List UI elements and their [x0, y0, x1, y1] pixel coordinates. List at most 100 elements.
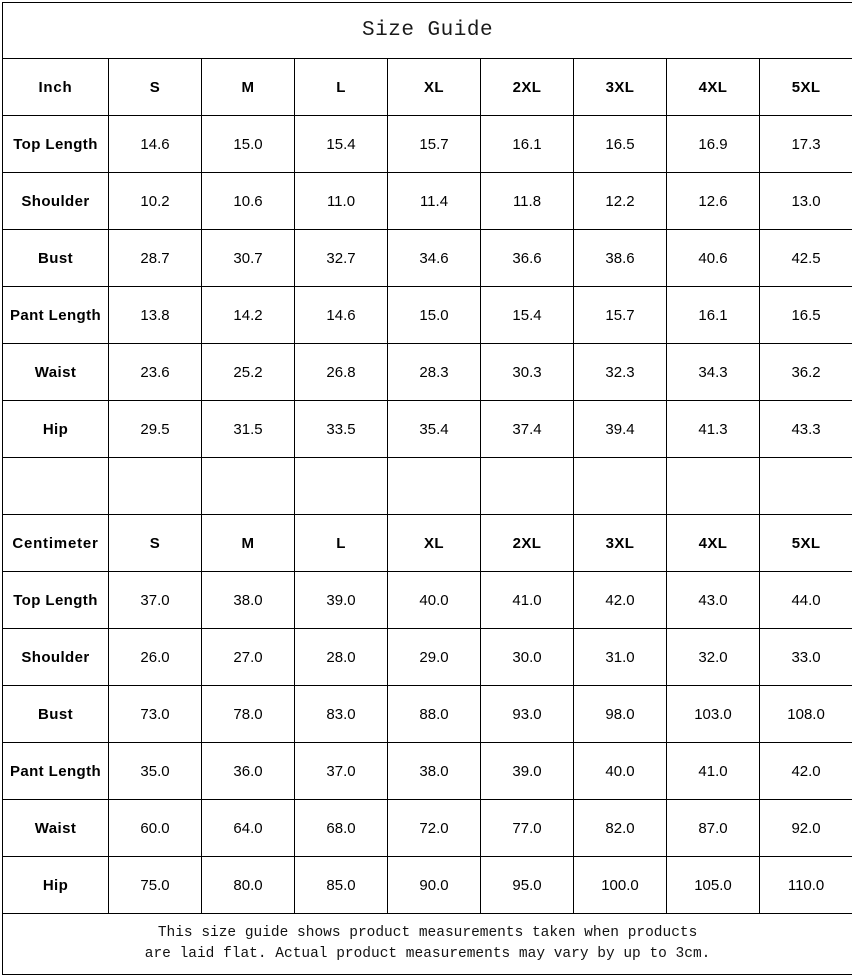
- measurement-value: 41.3: [667, 401, 760, 458]
- measurement-value: 34.6: [388, 230, 481, 287]
- measurement-value: 77.0: [481, 800, 574, 857]
- measurement-label: Hip: [3, 857, 109, 914]
- measurement-value: 103.0: [667, 686, 760, 743]
- measurement-value: 100.0: [574, 857, 667, 914]
- measurement-value: 34.3: [667, 344, 760, 401]
- title-row: Size Guide: [3, 3, 852, 59]
- size-guide-body: Size Guide: [3, 3, 852, 59]
- page-title: Size Guide: [3, 3, 852, 59]
- measurement-value: 17.3: [760, 116, 852, 173]
- measurement-value: 29.5: [109, 401, 202, 458]
- measurement-value: 38.6: [574, 230, 667, 287]
- size-column-header: 3XL: [574, 59, 667, 116]
- measurement-value: 36.6: [481, 230, 574, 287]
- measurement-value: 98.0: [574, 686, 667, 743]
- measurement-value: 25.2: [202, 344, 295, 401]
- measurement-value: 15.4: [295, 116, 388, 173]
- measurement-label: Pant Length: [3, 743, 109, 800]
- measurement-value: 38.0: [388, 743, 481, 800]
- spacer-cell: [667, 458, 760, 515]
- measurement-value: 41.0: [667, 743, 760, 800]
- measurement-value: 39.4: [574, 401, 667, 458]
- measurement-value: 15.4: [481, 287, 574, 344]
- measurement-label: Waist: [3, 344, 109, 401]
- measurement-value: 37.4: [481, 401, 574, 458]
- measurement-value: 83.0: [295, 686, 388, 743]
- measurement-value: 39.0: [295, 572, 388, 629]
- size-guide-note: This size guide shows product measuremen…: [3, 914, 852, 975]
- measurement-value: 26.8: [295, 344, 388, 401]
- measurement-value: 42.0: [760, 743, 852, 800]
- measurement-value: 108.0: [760, 686, 852, 743]
- measurement-label: Top Length: [3, 116, 109, 173]
- measurement-value: 42.5: [760, 230, 852, 287]
- measurement-value: 85.0: [295, 857, 388, 914]
- measurement-value: 43.3: [760, 401, 852, 458]
- size-column-header: S: [109, 515, 202, 572]
- measurement-value: 78.0: [202, 686, 295, 743]
- measurement-value: 73.0: [109, 686, 202, 743]
- size-column-header: 2XL: [481, 59, 574, 116]
- note-body: This size guide shows product measuremen…: [3, 914, 852, 975]
- measurement-label: Top Length: [3, 572, 109, 629]
- measurement-value: 14.6: [109, 116, 202, 173]
- measurement-value: 11.0: [295, 173, 388, 230]
- measurement-value: 27.0: [202, 629, 295, 686]
- measurement-value: 16.5: [760, 287, 852, 344]
- note-line-2: are laid flat. Actual product measuremen…: [3, 944, 852, 965]
- size-column-header: L: [295, 515, 388, 572]
- size-column-header: 2XL: [481, 515, 574, 572]
- measurement-value: 10.6: [202, 173, 295, 230]
- measurement-value: 15.7: [388, 116, 481, 173]
- measurement-value: 44.0: [760, 572, 852, 629]
- size-column-header: 4XL: [667, 515, 760, 572]
- measurement-label: Bust: [3, 230, 109, 287]
- measurement-value: 82.0: [574, 800, 667, 857]
- size-column-header: 5XL: [760, 515, 852, 572]
- note-line-1: This size guide shows product measuremen…: [3, 923, 852, 944]
- measurement-value: 110.0: [760, 857, 852, 914]
- measurement-value: 16.5: [574, 116, 667, 173]
- size-column-header: 4XL: [667, 59, 760, 116]
- measurement-value: 41.0: [481, 572, 574, 629]
- measurement-value: 11.8: [481, 173, 574, 230]
- measurement-value: 40.6: [667, 230, 760, 287]
- size-column-header: S: [109, 59, 202, 116]
- note-row: This size guide shows product measuremen…: [3, 914, 852, 975]
- measurement-value: 95.0: [481, 857, 574, 914]
- spacer-cell: [109, 458, 202, 515]
- measurement-value: 31.5: [202, 401, 295, 458]
- size-column-header: 5XL: [760, 59, 852, 116]
- measurement-value: 13.0: [760, 173, 852, 230]
- measurement-value: 14.6: [295, 287, 388, 344]
- measurement-value: 88.0: [388, 686, 481, 743]
- measurement-value: 80.0: [202, 857, 295, 914]
- measurement-value: 15.7: [574, 287, 667, 344]
- measurement-value: 32.0: [667, 629, 760, 686]
- spacer-cell: [202, 458, 295, 515]
- size-column-header: 3XL: [574, 515, 667, 572]
- measurement-value: 90.0: [388, 857, 481, 914]
- measurement-value: 30.0: [481, 629, 574, 686]
- measurement-value: 16.1: [481, 116, 574, 173]
- measurement-value: 10.2: [109, 173, 202, 230]
- measurement-value: 14.2: [202, 287, 295, 344]
- measurement-value: 43.0: [667, 572, 760, 629]
- size-column-header: M: [202, 59, 295, 116]
- size-column-header: M: [202, 515, 295, 572]
- measurement-label: Shoulder: [3, 173, 109, 230]
- unit-label: Inch: [3, 59, 109, 116]
- measurement-value: 23.6: [109, 344, 202, 401]
